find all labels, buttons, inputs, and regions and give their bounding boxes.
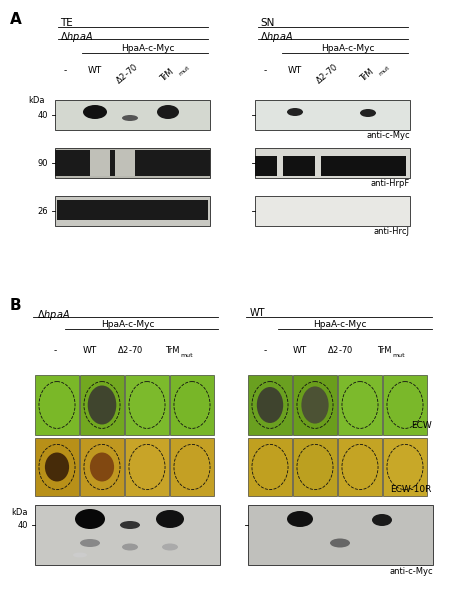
Text: ECW: ECW	[411, 421, 432, 430]
Text: $\Delta$2-70: $\Delta$2-70	[327, 344, 353, 355]
Text: -: -	[64, 66, 67, 75]
Bar	[35, 375, 79, 435]
Bar	[315, 162, 321, 176]
Text: 26: 26	[37, 206, 48, 215]
Text: WT: WT	[88, 66, 102, 75]
Text: anti-c-Myc: anti-c-Myc	[366, 131, 410, 140]
Ellipse shape	[90, 453, 114, 481]
Bar	[170, 375, 214, 435]
Text: anti-HrcJ: anti-HrcJ	[374, 227, 410, 236]
Bar	[115, 150, 135, 176]
Text: TrM: TrM	[159, 67, 175, 84]
Text: anti-c-Myc: anti-c-Myc	[389, 567, 433, 576]
Bar	[277, 162, 283, 176]
Ellipse shape	[287, 511, 313, 527]
Bar	[293, 438, 337, 496]
Text: $\Delta$2-70: $\Delta$2-70	[313, 61, 340, 86]
Bar	[55, 148, 210, 178]
Text: -: -	[54, 346, 56, 355]
Bar	[80, 375, 124, 435]
Text: mut: mut	[392, 353, 405, 358]
Ellipse shape	[157, 105, 179, 119]
Text: mut: mut	[378, 65, 391, 77]
Text: $\Delta$hpaA: $\Delta$hpaA	[260, 30, 293, 44]
Text: TE: TE	[60, 18, 73, 28]
Bar	[110, 150, 115, 176]
Bar	[383, 375, 427, 435]
Text: B: B	[10, 298, 22, 313]
Ellipse shape	[360, 109, 376, 117]
Ellipse shape	[372, 514, 392, 526]
Text: HpaA-c-Myc: HpaA-c-Myc	[101, 320, 155, 329]
Text: mut: mut	[178, 65, 191, 77]
Bar	[35, 438, 79, 496]
Ellipse shape	[156, 510, 184, 528]
Text: TrM: TrM	[165, 346, 179, 355]
Text: anti-HrpF: anti-HrpF	[371, 179, 410, 188]
Text: TrM: TrM	[359, 67, 375, 84]
Bar	[248, 505, 433, 565]
Text: -: -	[264, 66, 266, 75]
Ellipse shape	[88, 386, 116, 424]
Bar	[255, 100, 410, 130]
Text: SN: SN	[260, 18, 274, 28]
Text: WT: WT	[288, 66, 302, 75]
Bar	[125, 375, 169, 435]
Text: WT: WT	[250, 308, 265, 318]
Text: $\Delta$2-70: $\Delta$2-70	[113, 61, 140, 86]
Ellipse shape	[162, 543, 178, 550]
Bar	[80, 438, 124, 496]
Bar	[248, 375, 292, 435]
Ellipse shape	[122, 543, 138, 550]
Bar	[338, 438, 382, 496]
Ellipse shape	[80, 539, 100, 547]
Ellipse shape	[75, 509, 105, 529]
Bar	[338, 375, 382, 435]
Text: HpaA-c-Myc: HpaA-c-Myc	[321, 44, 375, 53]
Ellipse shape	[120, 521, 140, 529]
Ellipse shape	[257, 387, 283, 423]
Text: $\Delta$2-70: $\Delta$2-70	[117, 344, 143, 355]
Text: TrM: TrM	[377, 346, 391, 355]
Bar	[255, 148, 410, 178]
Text: 90: 90	[37, 158, 48, 168]
Ellipse shape	[45, 453, 69, 481]
Ellipse shape	[301, 386, 328, 424]
Bar	[55, 196, 210, 226]
Bar	[293, 375, 337, 435]
Ellipse shape	[73, 553, 87, 558]
Bar	[125, 438, 169, 496]
Ellipse shape	[122, 115, 138, 121]
Ellipse shape	[287, 108, 303, 116]
Ellipse shape	[330, 538, 350, 547]
Text: kDa: kDa	[11, 508, 28, 517]
Text: $\Delta$hpaA: $\Delta$hpaA	[60, 30, 93, 44]
Text: mut: mut	[180, 353, 192, 358]
Ellipse shape	[83, 105, 107, 119]
Text: 40: 40	[37, 111, 48, 120]
Text: HpaA-c-Myc: HpaA-c-Myc	[313, 320, 367, 329]
Bar	[255, 156, 277, 176]
Bar	[35, 505, 220, 565]
Bar	[57, 200, 208, 220]
Text: kDa: kDa	[28, 96, 45, 105]
Text: -: -	[264, 346, 266, 355]
Text: $\Delta$hpaA: $\Delta$hpaA	[37, 308, 70, 322]
Bar	[321, 156, 406, 176]
Bar	[255, 196, 410, 226]
Text: HpaA-c-Myc: HpaA-c-Myc	[121, 44, 175, 53]
Text: 40: 40	[18, 521, 28, 530]
Bar	[90, 150, 110, 176]
Bar	[55, 100, 210, 130]
Text: ECW-10R: ECW-10R	[391, 485, 432, 494]
Text: A: A	[10, 12, 22, 27]
Bar	[383, 438, 427, 496]
Bar	[248, 438, 292, 496]
Bar	[55, 150, 210, 176]
Text: WT: WT	[293, 346, 307, 355]
Bar	[170, 438, 214, 496]
Text: WT: WT	[83, 346, 97, 355]
Bar	[283, 156, 315, 176]
